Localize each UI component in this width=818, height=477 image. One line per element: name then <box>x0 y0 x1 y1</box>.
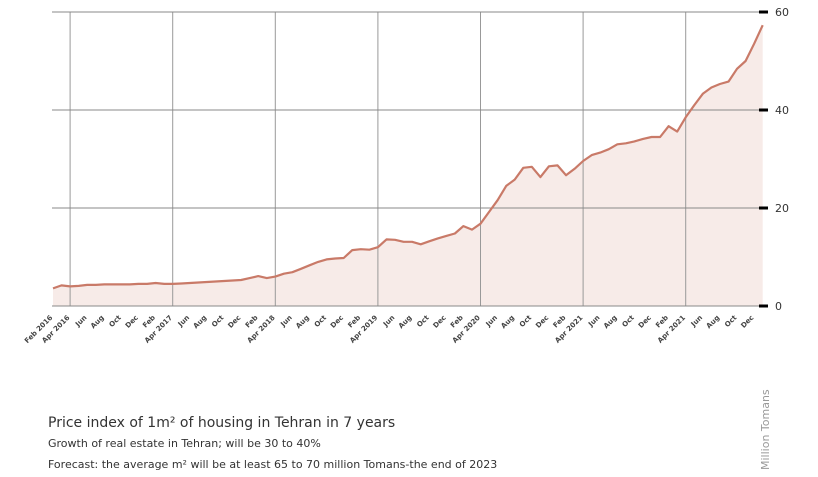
x-tick-label: Oct <box>210 313 226 329</box>
y-tick-label: 20 <box>775 202 789 215</box>
x-tick-label: Oct <box>415 313 431 329</box>
x-tick-label: Aug <box>397 314 414 331</box>
line <box>52 24 764 290</box>
x-tick-label: Dec <box>226 314 242 330</box>
chart-title: Price index of 1m² of housing in Tehran … <box>48 415 395 431</box>
x-tick-label: Dec <box>534 314 550 330</box>
y-tick-label: 60 <box>775 6 789 19</box>
x-tick-label: Jun <box>689 314 704 329</box>
x-tick-label: Dec <box>739 314 755 330</box>
x-tick-label: Oct <box>518 313 534 329</box>
y-axis-label: Million Tomans <box>759 389 772 470</box>
x-tick-label: Aug <box>705 314 722 331</box>
x-tick-label: Oct <box>108 313 124 329</box>
x-tick-label: Jun <box>586 314 601 329</box>
x-tick-label: Dec <box>329 314 345 330</box>
x-tick-label: Dec <box>637 314 653 330</box>
y-tick-label: 0 <box>775 300 782 313</box>
x-tick-label: Oct <box>621 313 637 329</box>
x-tick-label: Aug <box>192 314 209 331</box>
x-tick-label: Jun <box>279 314 294 329</box>
chart-subtitle: Growth of real estate in Tehran; will be… <box>48 437 321 450</box>
x-tick-label: Jun <box>176 314 191 329</box>
area <box>53 25 763 306</box>
y-tick-label: 40 <box>775 104 789 117</box>
x-tick-label: Jun <box>381 314 396 329</box>
x-tick-label: Oct <box>723 313 739 329</box>
x-tick-label: Aug <box>602 314 619 331</box>
x-tick-label: Jun <box>484 314 499 329</box>
x-tick-label: Dec <box>432 314 448 330</box>
annotation: Forecast: the average m² will be at leas… <box>48 458 497 471</box>
x-tick-label: Aug <box>89 314 106 331</box>
x-tick-label: Aug <box>294 314 311 331</box>
x-tick-label: Oct <box>313 313 329 329</box>
x-tick-label: Aug <box>500 314 517 331</box>
x-tick-label: Jun <box>73 314 88 329</box>
x-tick-label: Dec <box>124 314 140 330</box>
